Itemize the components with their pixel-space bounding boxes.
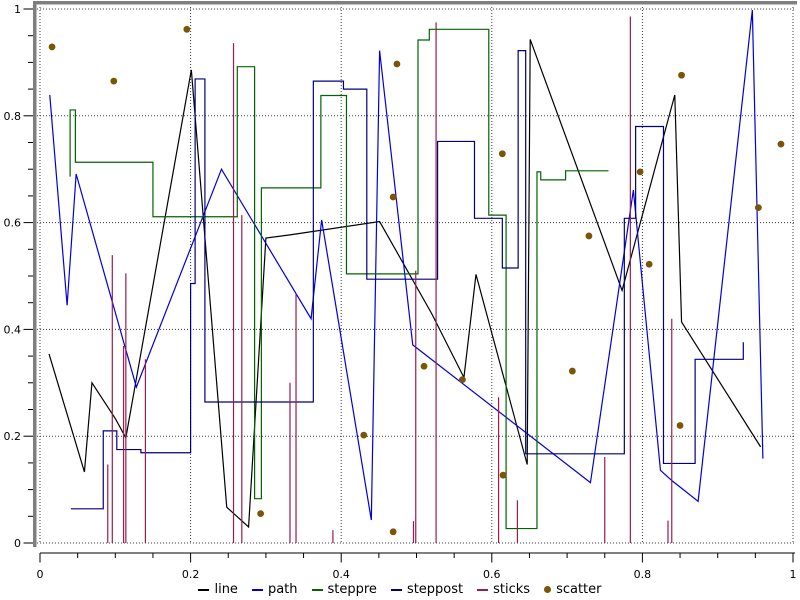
legend-item-path: path (251, 582, 298, 597)
legend-marker-dash (390, 588, 402, 591)
legend-label: path (267, 582, 298, 597)
legend-label: line (214, 582, 238, 597)
x-tick-label: 0 (37, 568, 44, 581)
y-tick-label: 0.6 (4, 217, 22, 230)
legend-label: sticks (493, 582, 531, 597)
series-path (49, 10, 764, 521)
series-scatter (48, 25, 785, 536)
series-steppre (69, 28, 609, 530)
legend-marker-dash (311, 588, 323, 591)
y-tick-label: 0.4 (4, 323, 22, 336)
series-line (48, 39, 762, 529)
gridlines (37, 7, 796, 544)
x-tick-label: 0.4 (332, 568, 350, 581)
x-tick-label: 0.2 (182, 568, 200, 581)
legend-item-scatter: scatter (544, 582, 602, 597)
legend-item-line: line (198, 582, 238, 597)
chart-legend: line path steppre steppost sticks scatter (0, 582, 800, 597)
x-tick-label: 0.6 (483, 568, 501, 581)
legend-marker-dash (198, 588, 210, 591)
legend-label: steppre (327, 582, 377, 597)
x-tick-label: 0.8 (634, 568, 652, 581)
legend-label: steppost (406, 582, 464, 597)
legend-label: scatter (556, 582, 602, 597)
legend-item-steppost: steppost (390, 582, 464, 597)
legend-marker-dash (477, 588, 489, 591)
x-axis: 0 0.2 0.4 0.6 0.8 1 (37, 552, 797, 581)
plot-border (33, 1, 797, 547)
x-tick-label: 1 (790, 568, 797, 581)
y-tick-label: 0.8 (4, 110, 22, 123)
legend-item-steppre: steppre (311, 582, 377, 597)
series-sticks (107, 16, 673, 543)
legend-marker-dash (251, 588, 263, 591)
legend-item-sticks: sticks (477, 582, 530, 597)
legend-marker-dot (544, 586, 552, 593)
y-tick-label: 1 (14, 3, 21, 16)
y-axis: 0 0.2 0.4 0.6 0.8 1 (4, 3, 33, 550)
series-steppost (70, 50, 744, 510)
y-tick-label: 0.2 (4, 430, 22, 443)
y-tick-label: 0 (14, 537, 21, 550)
